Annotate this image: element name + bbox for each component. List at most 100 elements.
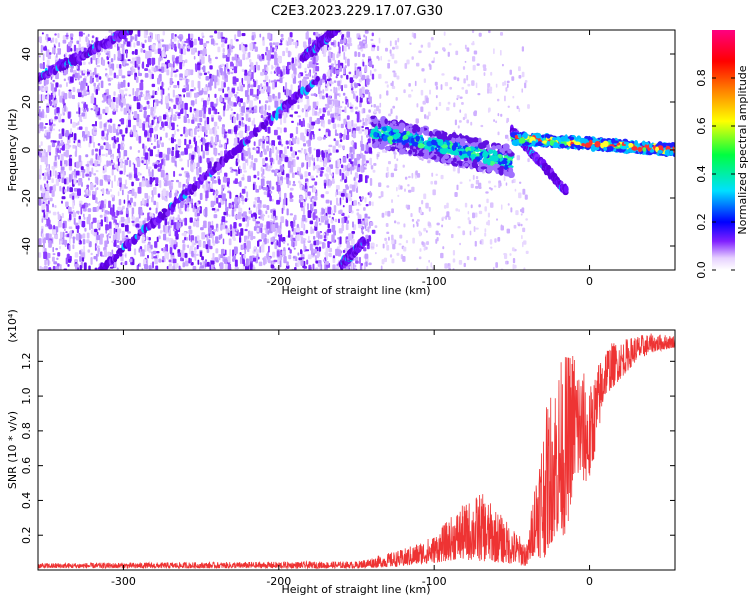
heatmap-cell bbox=[199, 50, 203, 55]
heatmap-cell bbox=[67, 42, 72, 47]
heatmap-cell bbox=[300, 175, 304, 180]
heatmap-cell bbox=[253, 226, 257, 231]
heatmap-cell bbox=[275, 46, 278, 52]
heatmap-cell bbox=[165, 95, 169, 102]
heatmap-cell bbox=[393, 153, 396, 159]
heatmap-cell bbox=[309, 146, 312, 154]
heatmap-cell bbox=[222, 193, 226, 201]
heatmap-cell bbox=[61, 212, 64, 219]
heatmap-cell bbox=[85, 36, 88, 43]
heatmap-cell bbox=[183, 94, 185, 98]
heatmap-cell bbox=[347, 58, 350, 67]
heatmap-cell bbox=[466, 119, 469, 124]
heatmap-cell bbox=[321, 95, 325, 100]
heatmap-cell bbox=[471, 80, 475, 86]
heatmap-cell bbox=[373, 163, 377, 166]
heatmap-cell bbox=[46, 172, 49, 177]
heatmap-cell bbox=[109, 228, 112, 236]
heatmap-cell bbox=[336, 64, 338, 70]
heatmap-cell bbox=[142, 198, 145, 205]
heatmap-cell bbox=[233, 94, 238, 97]
heatmap-cell bbox=[241, 32, 246, 37]
heatmap-cell bbox=[224, 93, 229, 98]
heatmap-cell bbox=[224, 131, 228, 134]
heatmap-cell bbox=[131, 111, 134, 115]
heatmap-cell bbox=[162, 114, 167, 120]
heatmap-cell bbox=[271, 169, 275, 173]
heatmap-cell bbox=[345, 224, 349, 231]
heatmap-cell bbox=[82, 239, 86, 245]
heatmap-cell bbox=[262, 135, 265, 142]
heatmap-cell bbox=[368, 201, 372, 206]
heatmap-cell bbox=[121, 95, 124, 103]
heatmap-cell bbox=[342, 204, 345, 208]
heatmap-cell bbox=[54, 155, 57, 162]
heatmap-cell bbox=[348, 42, 353, 47]
heatmap-cell bbox=[208, 183, 211, 192]
heatmap-cell bbox=[261, 88, 265, 94]
heatmap-cell bbox=[227, 53, 231, 58]
heatmap-cell bbox=[150, 244, 153, 250]
heatmap-cell bbox=[214, 190, 219, 195]
heatmap-cell bbox=[249, 64, 252, 67]
heatmap-cell bbox=[349, 184, 353, 189]
heatmap-cell bbox=[520, 208, 523, 213]
heatmap-cell bbox=[68, 226, 73, 230]
heatmap-cell bbox=[230, 71, 234, 75]
heatmap-cell bbox=[232, 76, 237, 85]
heatmap-cell bbox=[106, 57, 109, 61]
heatmap-cell bbox=[264, 71, 268, 76]
heatmap-cell bbox=[62, 39, 67, 44]
heatmap-cell bbox=[374, 225, 378, 229]
heatmap-cell bbox=[449, 86, 453, 90]
heatmap-cell bbox=[159, 230, 162, 234]
heatmap-cell bbox=[390, 108, 393, 115]
heatmap-cell bbox=[322, 136, 326, 140]
heatmap-cell bbox=[194, 217, 196, 222]
heatmap-cell bbox=[122, 143, 125, 147]
heatmap-cell bbox=[84, 227, 87, 232]
heatmap-cell bbox=[213, 214, 218, 219]
heatmap-cell bbox=[228, 92, 233, 98]
heatmap-cell bbox=[311, 121, 316, 126]
heatmap-cell bbox=[291, 57, 295, 64]
heatmap-cell bbox=[298, 257, 303, 261]
heatmap-cell bbox=[274, 42, 279, 46]
heatmap-cell bbox=[67, 264, 70, 267]
heatmap-cell bbox=[88, 177, 90, 181]
heatmap-cell bbox=[241, 45, 245, 52]
heatmap-cell bbox=[430, 180, 434, 185]
heatmap-cell bbox=[242, 217, 246, 222]
heatmap-cell bbox=[90, 108, 94, 111]
heatmap-cell bbox=[291, 195, 294, 198]
heatmap-cell bbox=[56, 107, 60, 114]
heatmap-cell bbox=[117, 206, 121, 211]
heatmap-cell bbox=[209, 264, 212, 270]
heatmap-cell bbox=[500, 113, 503, 117]
heatmap-cell bbox=[236, 228, 238, 232]
heatmap-cell bbox=[361, 220, 365, 225]
heatmap-cell bbox=[124, 159, 129, 166]
heatmap-cell bbox=[325, 132, 328, 138]
heatmap-cell bbox=[312, 263, 315, 270]
heatmap-cell bbox=[121, 223, 125, 228]
heatmap-cell bbox=[375, 105, 380, 112]
heatmap-cell bbox=[58, 178, 61, 182]
heatmap-cell bbox=[368, 92, 371, 99]
heatmap-cell bbox=[50, 39, 52, 43]
heatmap-cell bbox=[75, 111, 79, 114]
heatmap-cell bbox=[216, 197, 219, 204]
heatmap-cell bbox=[134, 49, 138, 55]
heatmap-cell bbox=[118, 42, 121, 47]
heatmap-cell bbox=[446, 107, 450, 111]
heatmap-cell bbox=[150, 132, 152, 138]
heatmap-cell bbox=[375, 243, 378, 248]
heatmap-cell bbox=[161, 142, 164, 148]
heatmap-cell bbox=[324, 103, 327, 107]
heatmap-cell bbox=[206, 157, 210, 163]
heatmap-cell bbox=[464, 44, 467, 50]
heatmap-cell bbox=[213, 179, 217, 184]
heatmap-cell bbox=[483, 67, 487, 72]
heatmap-cell bbox=[423, 247, 426, 251]
heatmap-cell bbox=[246, 99, 249, 104]
